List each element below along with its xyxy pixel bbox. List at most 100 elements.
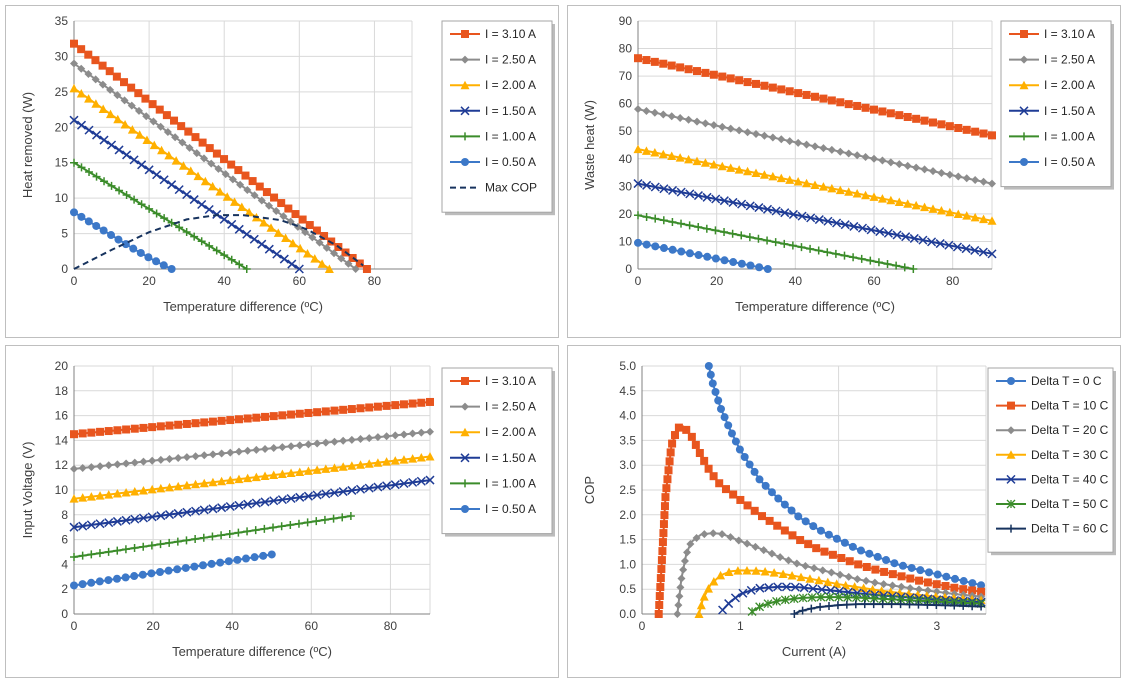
data-point (156, 540, 165, 549)
data-point (693, 191, 703, 201)
data-point (659, 184, 669, 194)
y-tick-label: 4.5 (619, 384, 636, 398)
data-point (286, 493, 296, 503)
data-point (968, 579, 977, 588)
data-point (738, 588, 748, 598)
data-point (145, 204, 154, 213)
data-point (747, 607, 757, 616)
data-point (178, 138, 187, 147)
data-point (684, 65, 693, 74)
legend-label: I = 2.00 A (1044, 78, 1095, 92)
data-point (686, 540, 695, 549)
data-point (954, 172, 963, 181)
legend-box (1000, 20, 1112, 188)
data-point (668, 439, 677, 448)
x-axis-label: Temperature difference (ºC) (172, 644, 332, 659)
data-point (936, 206, 946, 215)
data-point (191, 535, 200, 544)
legend-item-i-1-00-a: I = 1.00 A (450, 476, 536, 490)
data-point (324, 264, 334, 273)
data-point (676, 114, 685, 123)
series-i-2-00-a (633, 144, 997, 225)
data-point (122, 459, 131, 468)
y-tick-label: 0 (61, 607, 68, 621)
data-point (130, 458, 139, 467)
data-point (70, 464, 78, 473)
legend-item-delta-t-50-c: Delta T = 50 C (996, 497, 1109, 511)
data-point (684, 154, 694, 164)
data-point (774, 494, 783, 503)
data-point (750, 467, 759, 476)
data-point (831, 249, 840, 258)
data-point (139, 457, 148, 466)
data-point (269, 523, 278, 532)
data-point (724, 421, 733, 430)
data-point (674, 601, 683, 610)
data-point (954, 124, 963, 133)
data-point (711, 226, 720, 235)
legend-marker (1007, 401, 1015, 410)
data-point (737, 199, 747, 209)
legend: I = 3.10 A I = 2.50 A I = 2.00 A I = 1.50 A… (1000, 20, 1114, 190)
data-point (659, 216, 668, 225)
y-tick-label: 10 (55, 483, 69, 497)
data-point (234, 528, 243, 537)
data-point (856, 546, 865, 555)
data-point (129, 155, 139, 165)
data-point (182, 453, 191, 462)
data-point (70, 59, 78, 68)
legend-label: I = 2.00 A (485, 425, 536, 439)
data-point (147, 484, 157, 494)
data-point (77, 45, 86, 54)
data-point (658, 149, 668, 159)
data-point (903, 199, 913, 208)
data-point (279, 254, 289, 264)
data-point (191, 506, 201, 516)
data-point (836, 98, 845, 107)
legend-item-delta-t-60-c: Delta T = 60 C (996, 522, 1109, 536)
data-point (191, 479, 201, 489)
data-point (660, 511, 669, 520)
data-point (755, 475, 764, 484)
data-point (243, 473, 253, 483)
data-point (142, 112, 151, 121)
data-point (823, 216, 833, 226)
data-point (844, 572, 853, 581)
data-point (148, 456, 157, 465)
data-point (136, 248, 145, 257)
data-point (190, 562, 199, 571)
legend: I = 3.10 A I = 2.50 A I = 2.00 A I = 1.50 A… (441, 367, 555, 537)
data-point (272, 207, 281, 216)
data-point (968, 586, 977, 595)
legend-label: I = 2.50 A (1044, 53, 1095, 67)
data-point (804, 540, 813, 549)
data-point (656, 583, 665, 592)
data-point (243, 527, 252, 536)
data-point (164, 510, 175, 520)
data-point (312, 226, 321, 235)
y-axis-label: Heat removed (W) (20, 92, 35, 198)
series-i-1-00-a (70, 512, 355, 561)
data-point (895, 111, 904, 120)
x-tick-label: 60 (305, 619, 319, 633)
data-point (869, 600, 878, 609)
data-point (971, 127, 980, 136)
data-point (182, 228, 191, 237)
data-point (261, 412, 270, 421)
data-point (737, 259, 746, 268)
legend-label: I = 0.50 A (485, 155, 536, 169)
data-point (685, 221, 694, 230)
data-point (241, 554, 250, 563)
data-point (295, 492, 305, 502)
data-point (182, 507, 192, 517)
data-point (663, 475, 672, 484)
data-point (425, 475, 435, 485)
data-point (878, 600, 887, 609)
data-point (152, 170, 162, 180)
data-point (693, 67, 701, 76)
data-point (959, 577, 968, 586)
y-tick-label: 25 (55, 85, 69, 99)
data-point (122, 191, 131, 200)
data-point (236, 180, 245, 189)
data-point (356, 434, 365, 443)
